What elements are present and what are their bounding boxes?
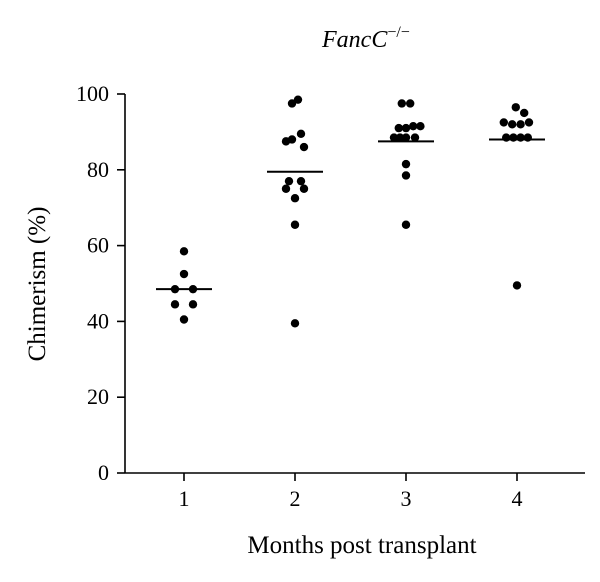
data-point <box>188 284 198 294</box>
chart-title: FancC−/− <box>321 24 410 53</box>
data-point <box>401 159 411 169</box>
data-point <box>401 123 411 133</box>
data-point <box>511 103 520 112</box>
axes: 0 20 40 60 80 100 1 2 3 4 <box>76 81 585 511</box>
data-point <box>516 133 525 142</box>
x-tick-label: 1 <box>179 486 190 511</box>
data-point <box>290 194 300 203</box>
y-tick-label: 100 <box>76 81 109 106</box>
data-point <box>179 247 189 256</box>
y-tick-label: 80 <box>87 157 109 182</box>
data-point <box>299 184 309 193</box>
data-point <box>499 118 508 127</box>
y-axis-title: Chimerism (%) <box>24 207 51 362</box>
x-tick-label: 4 <box>512 486 523 511</box>
data-point <box>299 142 309 152</box>
data-point <box>523 133 532 142</box>
data-point <box>524 118 534 127</box>
chart-title-superscript: −/− <box>387 24 410 41</box>
chart-title-main: FancC <box>321 27 388 53</box>
data-point <box>290 319 300 328</box>
x-axis-title: Months post transplant <box>247 532 476 559</box>
data-point <box>389 133 399 142</box>
data-point <box>281 184 291 193</box>
data-point <box>395 133 405 142</box>
y-tick-label: 20 <box>87 384 109 409</box>
data-point <box>410 133 420 142</box>
data-point <box>401 171 411 180</box>
data-point <box>520 108 529 118</box>
data-point <box>512 281 522 290</box>
data-point <box>416 122 425 131</box>
data-marks <box>156 95 545 328</box>
data-point <box>502 133 511 142</box>
data-point <box>508 120 517 129</box>
data-point <box>170 300 180 309</box>
x-tick-label: 3 <box>401 486 412 511</box>
data-point <box>406 99 415 108</box>
x-tick-label: 2 <box>290 486 301 511</box>
data-point <box>179 315 189 324</box>
data-point <box>290 220 300 229</box>
data-point <box>179 269 189 279</box>
data-point <box>296 176 306 186</box>
y-tick-label: 40 <box>87 308 109 333</box>
data-point <box>401 220 411 229</box>
data-point <box>287 99 297 108</box>
data-point <box>188 300 198 309</box>
data-point <box>401 133 411 142</box>
data-point <box>409 122 418 131</box>
data-point <box>293 95 303 104</box>
y-tick-label: 60 <box>87 233 109 258</box>
data-point <box>170 284 180 294</box>
data-point <box>509 133 518 142</box>
data-point <box>284 176 294 186</box>
data-point <box>397 99 406 108</box>
data-point <box>281 137 291 146</box>
data-point <box>516 120 525 129</box>
y-tick-label: 0 <box>98 460 109 485</box>
data-point <box>296 129 306 138</box>
data-point <box>394 123 403 133</box>
